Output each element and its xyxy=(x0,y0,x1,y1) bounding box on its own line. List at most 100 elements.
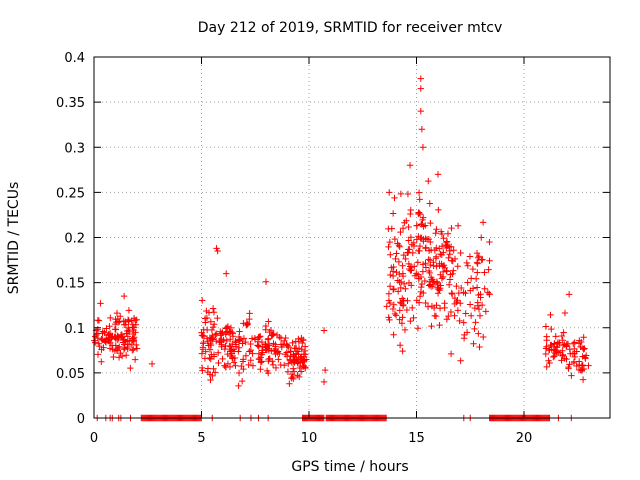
data-point xyxy=(214,349,222,356)
x-tick-label: 20 xyxy=(516,431,533,446)
data-point xyxy=(410,314,417,322)
data-point xyxy=(385,314,392,321)
data-point xyxy=(290,353,298,360)
data-point xyxy=(265,369,272,377)
data-point xyxy=(425,256,432,263)
data-point xyxy=(396,316,403,323)
data-point xyxy=(386,189,393,196)
data-point xyxy=(117,349,124,357)
data-point xyxy=(133,316,140,323)
data-point xyxy=(208,335,216,343)
data-point xyxy=(580,365,588,373)
data-point xyxy=(385,243,392,251)
data-point xyxy=(120,292,128,300)
data-point xyxy=(413,236,421,243)
y-tick-label: 0.25 xyxy=(56,186,85,201)
data-point xyxy=(125,324,132,332)
data-point xyxy=(416,209,423,216)
data-point xyxy=(419,144,427,151)
data-point xyxy=(443,316,451,323)
data-point xyxy=(455,289,462,297)
data-point xyxy=(114,315,121,323)
data-point xyxy=(119,333,126,340)
data-point xyxy=(226,328,233,335)
data-point xyxy=(445,312,452,320)
data-point xyxy=(565,291,573,298)
data-point xyxy=(415,275,423,282)
data-point xyxy=(97,300,104,307)
data-point xyxy=(543,363,550,371)
data-point xyxy=(433,226,440,233)
data-point xyxy=(447,350,455,358)
data-point xyxy=(449,290,456,298)
data-point xyxy=(391,310,399,318)
data-point xyxy=(129,324,136,331)
data-point xyxy=(232,337,239,345)
data-point xyxy=(443,268,451,275)
data-point xyxy=(320,378,328,386)
x-tick-label: 5 xyxy=(197,431,205,446)
data-point xyxy=(383,303,390,310)
data-point xyxy=(443,239,450,246)
data-point xyxy=(108,342,116,349)
data-point xyxy=(475,253,483,260)
data-point xyxy=(275,356,282,363)
data-point xyxy=(246,348,253,355)
data-point xyxy=(435,206,442,214)
data-point xyxy=(125,317,133,324)
data-point xyxy=(417,283,425,291)
data-point xyxy=(433,263,440,270)
data-point xyxy=(469,265,477,273)
data-point xyxy=(240,365,247,373)
x-axis-label: GPS time / hours xyxy=(291,459,408,475)
data-point xyxy=(240,320,247,327)
data-point xyxy=(207,341,215,349)
data-point xyxy=(438,251,445,259)
data-point xyxy=(417,85,424,92)
y-tick-label: 0.05 xyxy=(56,367,85,382)
data-point xyxy=(116,343,123,350)
data-point xyxy=(399,347,406,355)
data-point xyxy=(486,290,493,298)
data-point xyxy=(543,343,550,350)
data-point xyxy=(445,254,452,262)
data-point xyxy=(478,234,485,241)
data-point xyxy=(242,338,249,346)
data-point xyxy=(552,333,559,340)
data-point xyxy=(551,352,558,360)
data-point xyxy=(133,345,141,352)
data-point xyxy=(426,269,433,277)
data-point xyxy=(436,305,444,312)
data-point xyxy=(215,359,222,367)
data-point xyxy=(466,253,474,260)
data-point xyxy=(462,310,469,317)
data-point xyxy=(577,343,584,351)
y-tick-label: 0.4 xyxy=(64,51,85,66)
data-point xyxy=(406,162,414,169)
data-point xyxy=(478,301,486,309)
data-point xyxy=(447,243,455,250)
data-point xyxy=(446,276,454,283)
data-point xyxy=(239,340,246,347)
data-point xyxy=(425,235,433,243)
data-point xyxy=(471,325,478,333)
data-point xyxy=(198,350,206,357)
data-point xyxy=(299,339,306,347)
data-point xyxy=(255,350,263,357)
data-point xyxy=(475,305,483,313)
data-point xyxy=(436,262,443,269)
data-point xyxy=(396,243,403,250)
data-point xyxy=(281,361,288,369)
data-point xyxy=(121,321,128,328)
data-point xyxy=(125,307,133,314)
data-point xyxy=(266,355,273,363)
data-point xyxy=(450,267,457,274)
data-point xyxy=(91,339,99,346)
data-point xyxy=(297,368,305,375)
data-point xyxy=(402,285,409,292)
data-point xyxy=(272,364,280,372)
data-point xyxy=(447,308,455,316)
data-point xyxy=(249,362,257,369)
data-point xyxy=(255,334,262,341)
